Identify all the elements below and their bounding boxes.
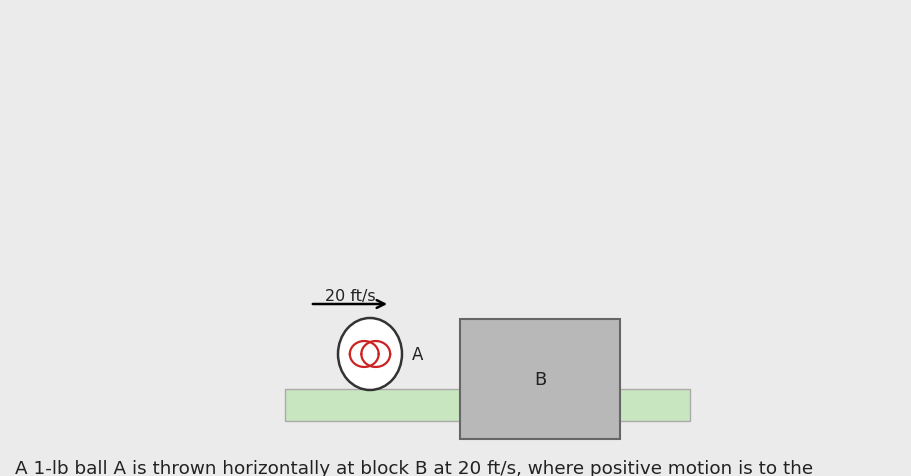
Text: 20 ft/s: 20 ft/s	[324, 288, 375, 303]
Bar	[285, 389, 690, 421]
Text: A: A	[412, 345, 423, 363]
Text: B: B	[533, 370, 546, 388]
Bar	[459, 319, 619, 439]
Text: A 1-lb ball A is thrown horizontally at block B at 20 ft/s, where positive motio: A 1-lb ball A is thrown horizontally at …	[15, 459, 813, 476]
Ellipse shape	[338, 318, 402, 390]
